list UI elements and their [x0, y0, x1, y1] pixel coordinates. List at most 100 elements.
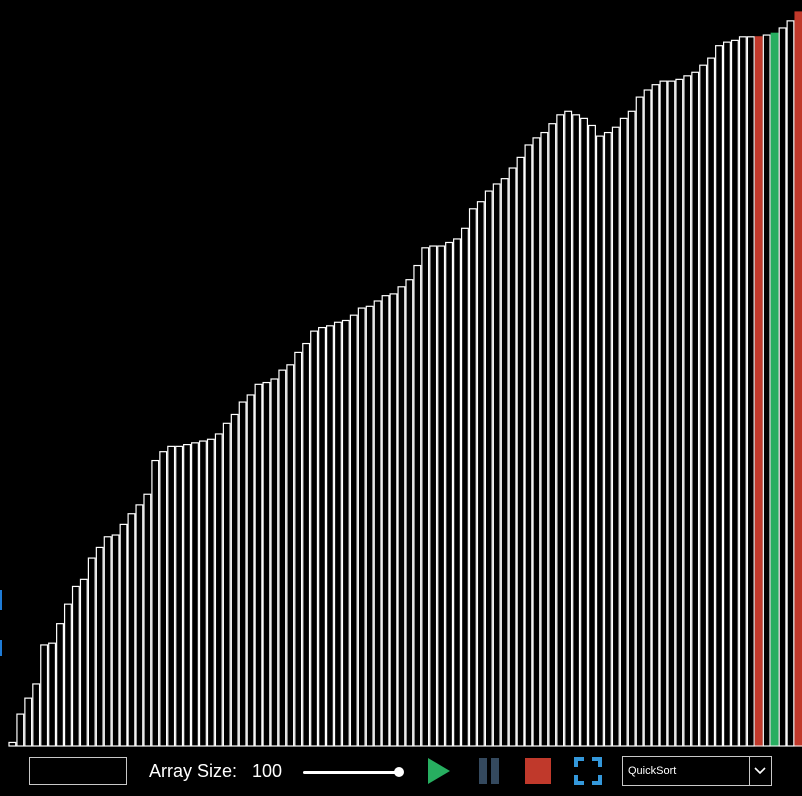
array-bar	[683, 75, 692, 747]
array-bar	[262, 381, 271, 747]
array-bar	[508, 167, 517, 747]
array-bar	[754, 36, 763, 747]
array-bar	[326, 325, 334, 747]
array-bar	[24, 697, 33, 747]
array-bar	[556, 114, 565, 747]
algorithm-select[interactable]: QuickSort	[622, 756, 772, 786]
array-bar	[191, 442, 199, 747]
array-bar	[484, 190, 493, 747]
array-bar	[659, 80, 668, 747]
array-bar	[429, 245, 438, 747]
array-bar	[333, 321, 342, 747]
fullscreen-button[interactable]	[574, 757, 602, 785]
array-bar	[206, 438, 215, 747]
array-bar	[715, 45, 723, 747]
stop-icon	[525, 758, 551, 784]
array-bar	[143, 493, 152, 747]
array-bar	[691, 71, 700, 747]
pause-button[interactable]	[475, 757, 503, 785]
array-size-label: Array Size:	[149, 761, 238, 781]
array-bar	[246, 394, 255, 747]
array-bar	[453, 238, 461, 747]
array-bar	[87, 557, 96, 747]
array-bar	[111, 534, 120, 747]
array-bar	[270, 378, 279, 747]
array-bar	[365, 305, 374, 747]
array-bar	[254, 383, 263, 747]
array-bar	[397, 286, 406, 747]
window-edge-marker-top	[0, 590, 2, 610]
array-bar	[373, 300, 382, 747]
stop-button[interactable]	[524, 757, 552, 785]
array-bar	[738, 36, 747, 747]
array-bar	[548, 123, 557, 747]
array-bar	[437, 245, 446, 747]
array-bar	[572, 114, 581, 747]
status-box	[29, 757, 127, 785]
array-bar	[707, 57, 716, 747]
array-bar	[635, 96, 644, 747]
array-bar	[127, 513, 136, 747]
chevron-down-icon	[754, 767, 766, 775]
array-bar	[167, 445, 176, 747]
array-bar	[405, 279, 414, 747]
array-bar	[63, 603, 72, 747]
array-bar	[159, 451, 168, 747]
array-bar	[278, 369, 287, 747]
array-bar	[341, 319, 350, 747]
array-bar	[730, 39, 739, 747]
array-bar	[40, 644, 49, 747]
array-bar	[8, 741, 17, 747]
array-bar	[310, 330, 319, 747]
array-bar	[762, 34, 771, 747]
play-button[interactable]	[425, 757, 453, 785]
array-bar	[699, 64, 708, 747]
array-bar	[476, 201, 485, 747]
array-bar	[286, 364, 295, 747]
array-bar	[294, 351, 303, 747]
slider-thumb[interactable]	[394, 767, 404, 777]
array-size-slider[interactable]	[303, 764, 404, 780]
slider-track	[303, 771, 399, 774]
array-bar	[151, 459, 160, 747]
array-bar	[389, 293, 398, 747]
array-bar	[421, 247, 430, 747]
array-bar	[318, 326, 327, 747]
array-bar	[603, 131, 612, 747]
array-bar	[222, 422, 231, 747]
array-bar	[778, 27, 787, 747]
play-icon	[428, 758, 450, 784]
array-bar	[468, 208, 477, 747]
array-bar	[119, 523, 128, 747]
pause-icon	[479, 758, 499, 784]
array-bar	[643, 89, 652, 747]
array-bar	[16, 713, 25, 747]
array-bar	[214, 433, 223, 747]
fullscreen-icon	[574, 757, 602, 785]
array-bar	[238, 401, 247, 747]
array-bar	[183, 444, 192, 747]
array-bar	[95, 546, 104, 747]
array-size-value: 100	[252, 761, 283, 781]
algorithm-select-toggle[interactable]	[749, 757, 771, 785]
array-bar	[175, 445, 184, 747]
algorithm-select-value: QuickSort	[628, 765, 677, 777]
array-bar	[500, 178, 509, 747]
array-bar	[619, 117, 628, 747]
array-bar	[516, 156, 525, 747]
array-bar	[722, 41, 731, 747]
control-toolbar: Array Size: 100 QuickSort	[0, 748, 802, 796]
array-bar	[103, 536, 112, 747]
sorting-visualization	[8, 11, 802, 747]
array-bar	[445, 241, 454, 747]
array-bar	[746, 36, 755, 747]
array-bar	[381, 295, 390, 747]
array-bar	[786, 20, 795, 747]
array-bar	[651, 84, 660, 747]
array-bar	[540, 131, 549, 747]
array-bar	[71, 585, 80, 747]
array-bar	[524, 144, 533, 747]
array-bar	[588, 124, 596, 747]
array-bar	[56, 623, 64, 747]
array-bar	[675, 78, 684, 747]
